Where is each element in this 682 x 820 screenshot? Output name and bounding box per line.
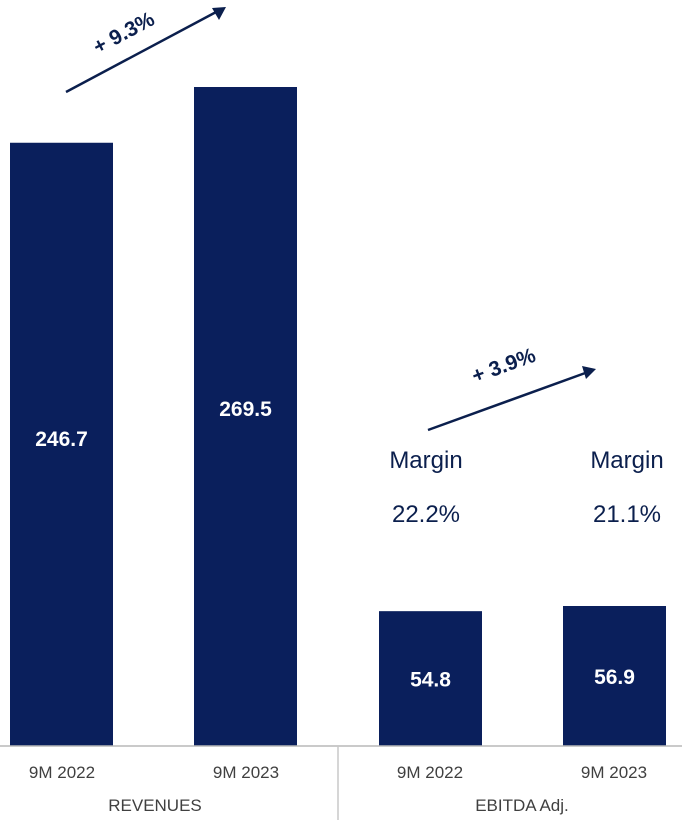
bar-value-labels: 246.7 269.5 54.8 56.9 [35,398,635,692]
bar-revenues-9m-2023 [194,87,297,746]
bar-revenues-9m-2022 [10,142,113,746]
tick-label-revenues-2023: 9M 2023 [213,763,279,782]
margin-title-2023: Margin [590,447,663,474]
bars-layer [10,87,666,746]
margin-title-2022: Margin [389,447,462,474]
tick-label-ebitda-2023: 9M 2023 [581,763,647,782]
bar-value-label-revenues-9m-2022: 246.7 [35,428,88,451]
tick-label-ebitda-2022: 9M 2022 [397,763,463,782]
group-label-ebitda: EBITDA Adj. [475,796,569,815]
bar-value-label-revenues-9m-2023: 269.5 [219,398,272,421]
bar-value-label-ebitda-9m-2022: 54.8 [410,669,451,692]
growth-arrow-revenues [65,7,226,94]
margin-value-2023: 21.1% [593,501,661,528]
growth-arrow-ebitda [427,366,596,432]
growth-label-revenues: + 9.3% [89,7,158,58]
margin-value-2022: 22.2% [392,501,460,528]
group-label-revenues: REVENUES [108,796,202,815]
growth-label-ebitda: + 3.9% [469,344,539,388]
bar-ebitda-9m-2022 [379,611,482,746]
bar-value-label-ebitda-9m-2023: 56.9 [594,666,635,689]
tick-label-revenues-2022: 9M 2022 [29,763,95,782]
bar-ebitda-9m-2023 [563,606,666,746]
